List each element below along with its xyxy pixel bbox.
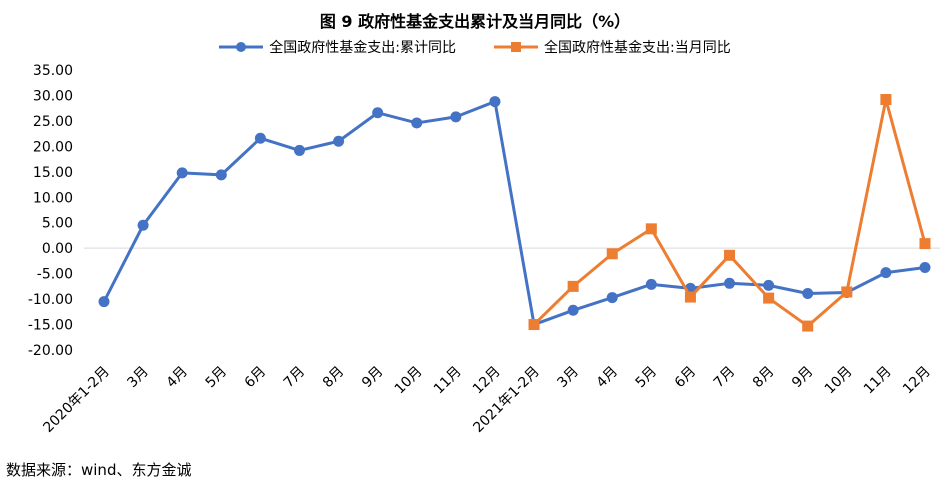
data-point-circle [919,262,931,274]
chart-title: 图 9 政府性基金支出累计及当月同比（%） [319,12,631,31]
legend-item-monthly: 全国政府性基金支出:当月同比 [494,37,731,57]
data-point-circle [567,304,579,316]
data-point-square [567,280,579,292]
x-tick-label: 6月 [672,364,700,392]
data-point-circle [137,219,149,231]
data-point-circle [333,135,345,147]
data-point-square [528,319,540,331]
x-tick-label: 7月 [711,364,739,392]
data-point-circle [489,96,501,108]
x-tick-label: 12月 [900,364,934,398]
data-point-circle [763,279,775,291]
x-tick-label: 4月 [163,364,191,392]
x-tick-label: 6月 [242,364,270,392]
legend-swatch-square-icon [494,42,538,52]
data-point-square [724,249,736,261]
legend-label-monthly: 全国政府性基金支出:当月同比 [544,40,731,56]
x-tick-label: 2020年1-2月 [40,364,112,436]
data-point-square [684,291,696,303]
x-tick-label: 11月 [431,364,465,398]
y-tick-label: 0.00 [42,241,73,257]
x-tick-label: 5月 [203,364,231,392]
y-tick-label: -20.00 [28,343,73,359]
x-tick-label: 9月 [789,364,817,392]
data-point-square [841,286,853,298]
data-point-circle [450,111,462,123]
data-point-circle [215,169,227,181]
data-point-circle [645,278,657,290]
data-point-circle [98,296,110,308]
x-tick-label: 10月 [392,364,426,398]
x-tick-label: 3月 [554,364,582,392]
data-point-circle [176,167,188,179]
legend: 全国政府性基金支出:累计同比 全国政府性基金支出:当月同比 [0,37,950,57]
data-point-circle [254,132,266,144]
legend-swatch-circle-icon [219,42,264,52]
x-tick-label: 10月 [822,364,856,398]
series-line-1 [532,98,927,328]
data-point-square [606,248,618,260]
data-point-circle [880,267,892,279]
series-line-0 [102,100,926,327]
data-point-square [802,320,814,332]
y-tick-label: 30.00 [33,88,73,104]
x-tick-label: 3月 [124,364,152,392]
x-tick-label: 11月 [861,364,895,398]
y-tick-label: 10.00 [33,190,73,206]
y-tick-label: 20.00 [33,139,73,155]
data-point-circle [802,287,814,299]
data-point-square [919,238,931,250]
x-tick-label: 8月 [750,364,778,392]
x-tick-label: 12月 [470,364,504,398]
y-tick-label: 5.00 [42,216,73,232]
x-tick-label: 7月 [281,364,309,392]
x-tick-label: 8月 [320,364,348,392]
y-tick-label: -5.00 [37,267,73,283]
data-point-circle [411,117,423,129]
data-point-square [645,223,657,235]
data-point-square [763,292,775,304]
y-tick-label: 15.00 [33,165,73,181]
y-tick-label: 25.00 [33,114,73,130]
data-point-square [880,94,892,106]
legend-label-cumulative: 全国政府性基金支出:累计同比 [269,40,456,56]
y-tick-label: 35.00 [33,63,73,79]
source-note: 数据来源：wind、东方金诚 [6,461,192,479]
legend-item-cumulative: 全国政府性基金支出:累计同比 [219,37,456,57]
x-tick-label: 4月 [594,364,622,392]
data-point-circle [372,107,384,119]
data-point-circle [724,277,736,289]
x-tick-label: 9月 [359,364,387,392]
x-tick-label: 5月 [633,364,661,392]
data-point-circle [293,144,305,156]
y-tick-label: -15.00 [28,318,73,334]
y-tick-label: -10.00 [28,292,73,308]
data-point-circle [606,292,618,304]
